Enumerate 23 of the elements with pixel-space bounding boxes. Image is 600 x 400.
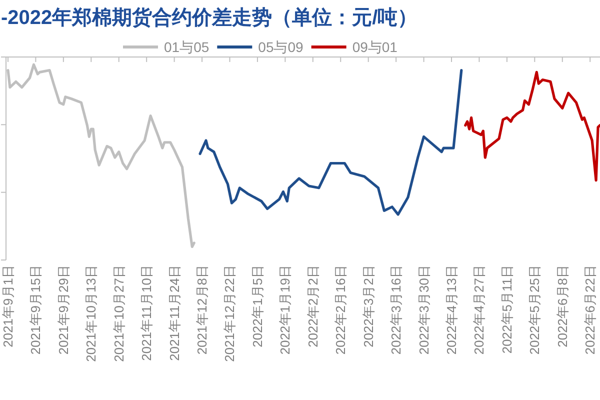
- x-tick-label: 2021年11月10日: [139, 265, 154, 361]
- x-tick-label: 2021年12月22日: [222, 265, 238, 362]
- x-tick-label: 2022年2月2日: [305, 265, 320, 348]
- x-tick-label: 2022年5月11日: [499, 265, 514, 354]
- x-tick-label: 2021年9月1日: [0, 265, 16, 348]
- x-tick-label: 2022年2月16日: [333, 265, 348, 355]
- x-tick-label: 2022年6月8日: [554, 265, 570, 348]
- x-tick-label: 2022年6月22日: [582, 265, 598, 355]
- x-tick-label: 2021年9月15日: [28, 265, 44, 355]
- x-tick-label: 2021年12月8日: [194, 265, 210, 355]
- x-tick-label: 2022年1月19日: [278, 265, 293, 355]
- x-tick-label: 2022年4月13日: [444, 265, 459, 355]
- x-tick-label: 2022年3月30日: [416, 265, 432, 355]
- x-tick-label: 2022年3月16日: [388, 265, 404, 355]
- x-tick-label: 2021年11月24日: [166, 265, 182, 361]
- x-tick-label: 2021年10月13日: [84, 265, 99, 362]
- x-tick-label: 2022年4月27日: [472, 265, 487, 355]
- x-tick-label: 2022年3月2日: [360, 265, 376, 348]
- x-tick-label: 2021年9月29日: [56, 265, 71, 355]
- x-tick-label: 2021年10月27日: [111, 265, 126, 362]
- x-tick-label: 2022年1月5日: [250, 265, 265, 348]
- x-tick-label: 2022年5月25日: [527, 265, 542, 355]
- title: -2022年郑棉期货合约价差走势（单位：元/吨）: [1, 7, 418, 29]
